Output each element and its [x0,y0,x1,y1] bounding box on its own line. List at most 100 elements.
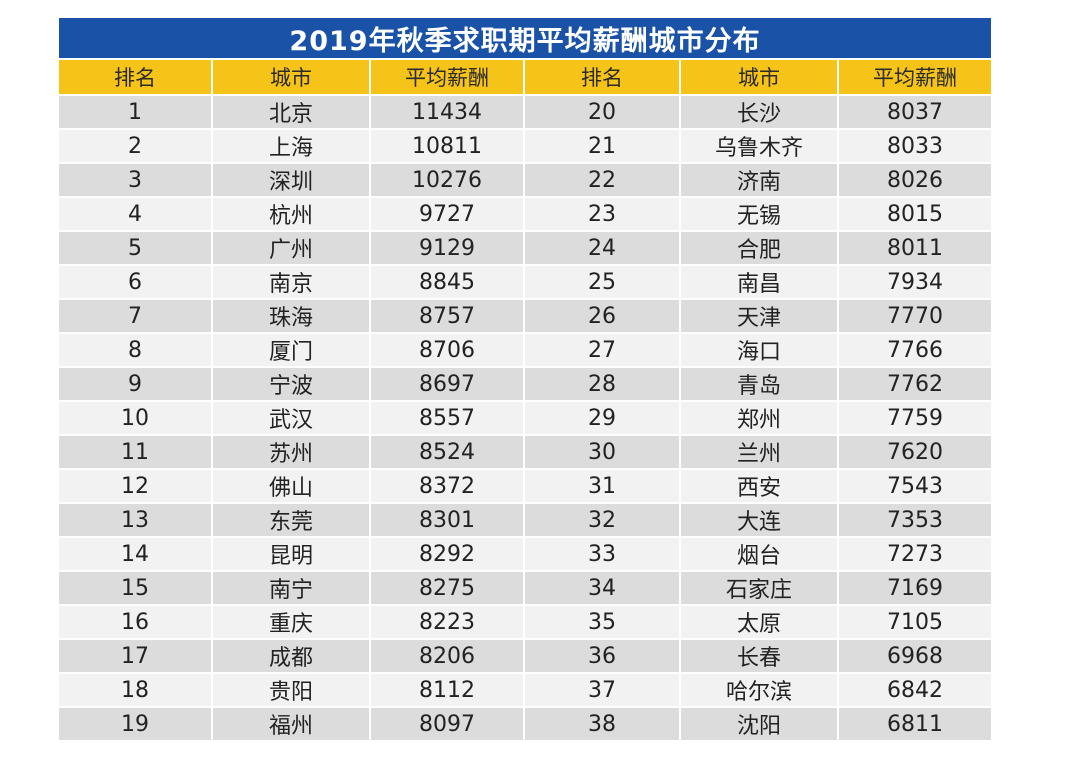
table-row: 10 武汉 8557 29 郑州 7759 [59,402,991,434]
cell-rank-right: 31 [525,470,679,502]
cell-rank: 7 [59,300,211,332]
table-row: 13 东莞 8301 32 大连 7353 [59,504,991,536]
cell-rank: 14 [59,538,211,570]
cell-city: 苏州 [213,436,369,468]
cell-salary-right: 7762 [839,368,991,400]
cell-salary-right: 6968 [839,640,991,672]
cell-salary-right: 8011 [839,232,991,264]
header-rank: 排名 [59,60,211,94]
table-row: 11 苏州 8524 30 兰州 7620 [59,436,991,468]
header-city-right: 城市 [681,60,837,94]
cell-salary: 8206 [371,640,523,672]
table-row: 9 宁波 8697 28 青岛 7762 [59,368,991,400]
cell-city: 重庆 [213,606,369,638]
cell-salary-right: 7105 [839,606,991,638]
header-salary: 平均薪酬 [371,60,523,94]
cell-salary: 8845 [371,266,523,298]
cell-city-right: 郑州 [681,402,837,434]
cell-city-right: 乌鲁木齐 [681,130,837,162]
cell-rank-right: 24 [525,232,679,264]
cell-city: 武汉 [213,402,369,434]
cell-salary-right: 7169 [839,572,991,604]
cell-city: 厦门 [213,334,369,366]
cell-city-right: 大连 [681,504,837,536]
cell-salary: 10811 [371,130,523,162]
cell-rank-right: 27 [525,334,679,366]
cell-city: 昆明 [213,538,369,570]
cell-rank: 5 [59,232,211,264]
cell-city: 南宁 [213,572,369,604]
cell-city: 上海 [213,130,369,162]
title-row: 2019年秋季求职期平均薪酬城市分布 [59,18,991,58]
table-row: 19 福州 8097 38 沈阳 6811 [59,708,991,740]
cell-city-right: 烟台 [681,538,837,570]
cell-salary: 8524 [371,436,523,468]
table-row: 6 南京 8845 25 南昌 7934 [59,266,991,298]
table-row: 7 珠海 8757 26 天津 7770 [59,300,991,332]
table-body: 1 北京 11434 20 长沙 8037 2 上海 10811 21 乌鲁木齐 8033 3 深圳 102… [59,96,991,740]
cell-city-right: 太原 [681,606,837,638]
cell-salary: 11434 [371,96,523,128]
cell-rank-right: 20 [525,96,679,128]
cell-salary: 8697 [371,368,523,400]
cell-city: 南京 [213,266,369,298]
cell-city-right: 长春 [681,640,837,672]
cell-salary: 9129 [371,232,523,264]
cell-city-right: 西安 [681,470,837,502]
cell-city: 福州 [213,708,369,740]
cell-rank: 2 [59,130,211,162]
cell-salary: 8301 [371,504,523,536]
cell-rank: 8 [59,334,211,366]
cell-rank-right: 36 [525,640,679,672]
cell-rank: 17 [59,640,211,672]
cell-rank-right: 38 [525,708,679,740]
cell-salary: 8275 [371,572,523,604]
cell-salary: 10276 [371,164,523,196]
cell-salary: 8292 [371,538,523,570]
cell-city-right: 兰州 [681,436,837,468]
table-title: 2019年秋季求职期平均薪酬城市分布 [59,18,991,58]
cell-salary-right: 7353 [839,504,991,536]
cell-city: 佛山 [213,470,369,502]
cell-rank: 9 [59,368,211,400]
cell-city-right: 合肥 [681,232,837,264]
cell-salary-right: 8037 [839,96,991,128]
cell-rank-right: 29 [525,402,679,434]
cell-city: 珠海 [213,300,369,332]
cell-salary-right: 7934 [839,266,991,298]
cell-city: 广州 [213,232,369,264]
cell-salary: 9727 [371,198,523,230]
cell-rank-right: 22 [525,164,679,196]
cell-rank-right: 35 [525,606,679,638]
cell-salary-right: 7766 [839,334,991,366]
cell-rank-right: 32 [525,504,679,536]
cell-salary-right: 7770 [839,300,991,332]
cell-city-right: 石家庄 [681,572,837,604]
cell-rank-right: 26 [525,300,679,332]
cell-rank: 15 [59,572,211,604]
cell-city-right: 沈阳 [681,708,837,740]
table-row: 14 昆明 8292 33 烟台 7273 [59,538,991,570]
cell-salary-right: 7620 [839,436,991,468]
cell-rank: 16 [59,606,211,638]
cell-rank-right: 33 [525,538,679,570]
table-row: 18 贵阳 8112 37 哈尔滨 6842 [59,674,991,706]
table-row: 4 杭州 9727 23 无锡 8015 [59,198,991,230]
cell-rank-right: 28 [525,368,679,400]
cell-city-right: 长沙 [681,96,837,128]
cell-salary-right: 7543 [839,470,991,502]
cell-salary: 8557 [371,402,523,434]
cell-city: 宁波 [213,368,369,400]
cell-salary-right: 8033 [839,130,991,162]
cell-rank-right: 30 [525,436,679,468]
cell-city: 北京 [213,96,369,128]
cell-salary-right: 8015 [839,198,991,230]
cell-salary: 8112 [371,674,523,706]
cell-rank: 10 [59,402,211,434]
table-row: 8 厦门 8706 27 海口 7766 [59,334,991,366]
cell-city: 贵阳 [213,674,369,706]
table-row: 2 上海 10811 21 乌鲁木齐 8033 [59,130,991,162]
cell-salary: 8757 [371,300,523,332]
cell-salary-right: 7273 [839,538,991,570]
cell-city-right: 天津 [681,300,837,332]
